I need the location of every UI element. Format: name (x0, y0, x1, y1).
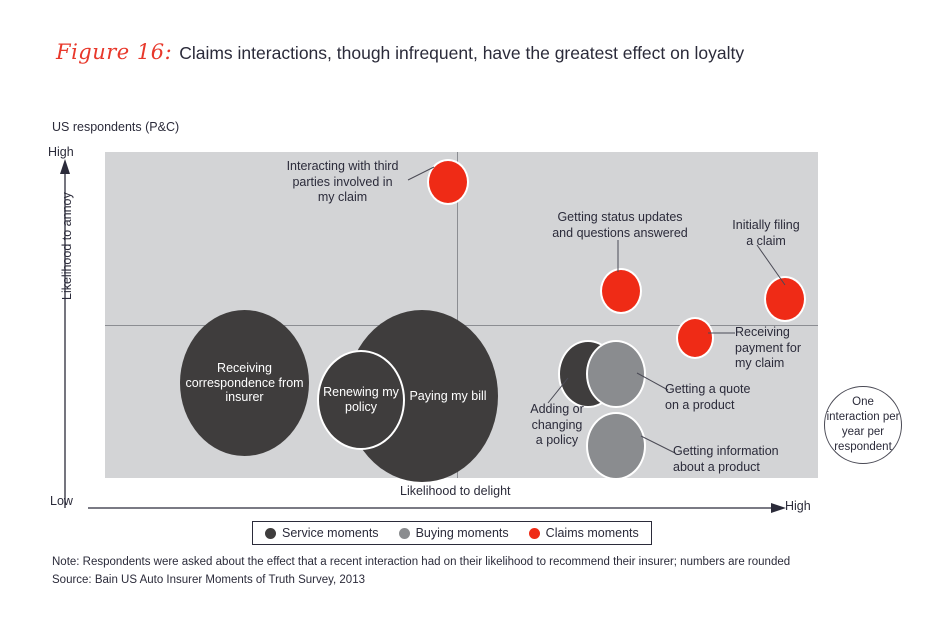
bubble-interacting-with-third-parties[interactable] (427, 159, 469, 205)
figure-title-row: Figure 16: Claims interactions, though in… (56, 40, 916, 74)
bubble-receiving-payment-for-my-claim[interactable] (676, 317, 714, 359)
callout-initially-filing-a-claim: Initially filing a claim (732, 218, 800, 248)
legend-item-buying-moments[interactable]: Buying moments (398, 526, 509, 540)
bubble-getting-status-updates[interactable] (600, 268, 642, 314)
x-axis-high-label: High (785, 499, 811, 513)
x-axis-label: Likelihood to delight (400, 484, 511, 498)
bubble-label: Paying my bill (409, 388, 487, 403)
figure-number: Figure 16: (56, 40, 173, 64)
legend-dot-icon (528, 527, 540, 539)
bubble-getting-information-about-a-product[interactable] (586, 412, 646, 480)
vertical-crosshair-line (457, 152, 458, 478)
callout-getting-status-updates: Getting status updates and questions answ… (552, 210, 688, 240)
legend-item-claims-moments[interactable]: Claims moments (528, 526, 639, 540)
legend-label: Buying moments (415, 526, 509, 540)
plot-area: Receiving correspondence from insurer Pa… (105, 152, 818, 482)
legend-label: Claims moments (545, 526, 639, 540)
page-title: Claims interactions, though infrequent, … (179, 43, 745, 63)
y-axis-label: Likelihood to annoy (60, 192, 74, 300)
legend-item-service-moments[interactable]: Service moments (265, 526, 379, 540)
bubble-getting-a-quote[interactable] (586, 340, 646, 408)
footnote-note: Note: Respondents were asked about the e… (52, 556, 791, 568)
callout-getting-a-quote-on-a-product: Getting a quote on a product (665, 382, 751, 412)
y-axis-high-label: High (48, 145, 74, 159)
footnote-source: Source: Bain US Auto Insurer Moments of … (52, 573, 365, 586)
legend-dot-icon (398, 527, 410, 539)
bubble-receiving-correspondence[interactable]: Receiving correspondence from insurer (180, 310, 309, 456)
bubble-initially-filing-a-claim[interactable] (764, 276, 806, 322)
chart-legend: Service moments Buying moments Claims mo… (252, 521, 652, 545)
size-legend-bubble: One interaction per year per respondent (824, 386, 902, 464)
callout-getting-information-about-a-product: Getting information about a product (673, 444, 779, 474)
bubble-label: Renewing my policy (323, 385, 399, 414)
callout-interacting-with-third-parties: Interacting with third parties involved i… (286, 159, 399, 205)
legend-label: Service moments (282, 526, 379, 540)
unit-label: US respondents (P&C) (52, 120, 180, 134)
size-legend-label: One interaction per year per respondent (826, 396, 900, 453)
legend-dot-icon (265, 527, 276, 539)
y-axis-low-label: Low (50, 494, 73, 508)
callout-adding-or-changing-a-policy: Adding or changing a policy (530, 402, 584, 448)
bubble-label: Receiving correspondence from insurer (185, 360, 304, 405)
footnotes: Note: Respondents were asked about the e… (52, 554, 790, 590)
callout-receiving-payment-for-my-claim: Receiving payment for my claim (735, 325, 802, 371)
bubble-renewing-my-policy[interactable]: Renewing my policy (317, 350, 405, 450)
